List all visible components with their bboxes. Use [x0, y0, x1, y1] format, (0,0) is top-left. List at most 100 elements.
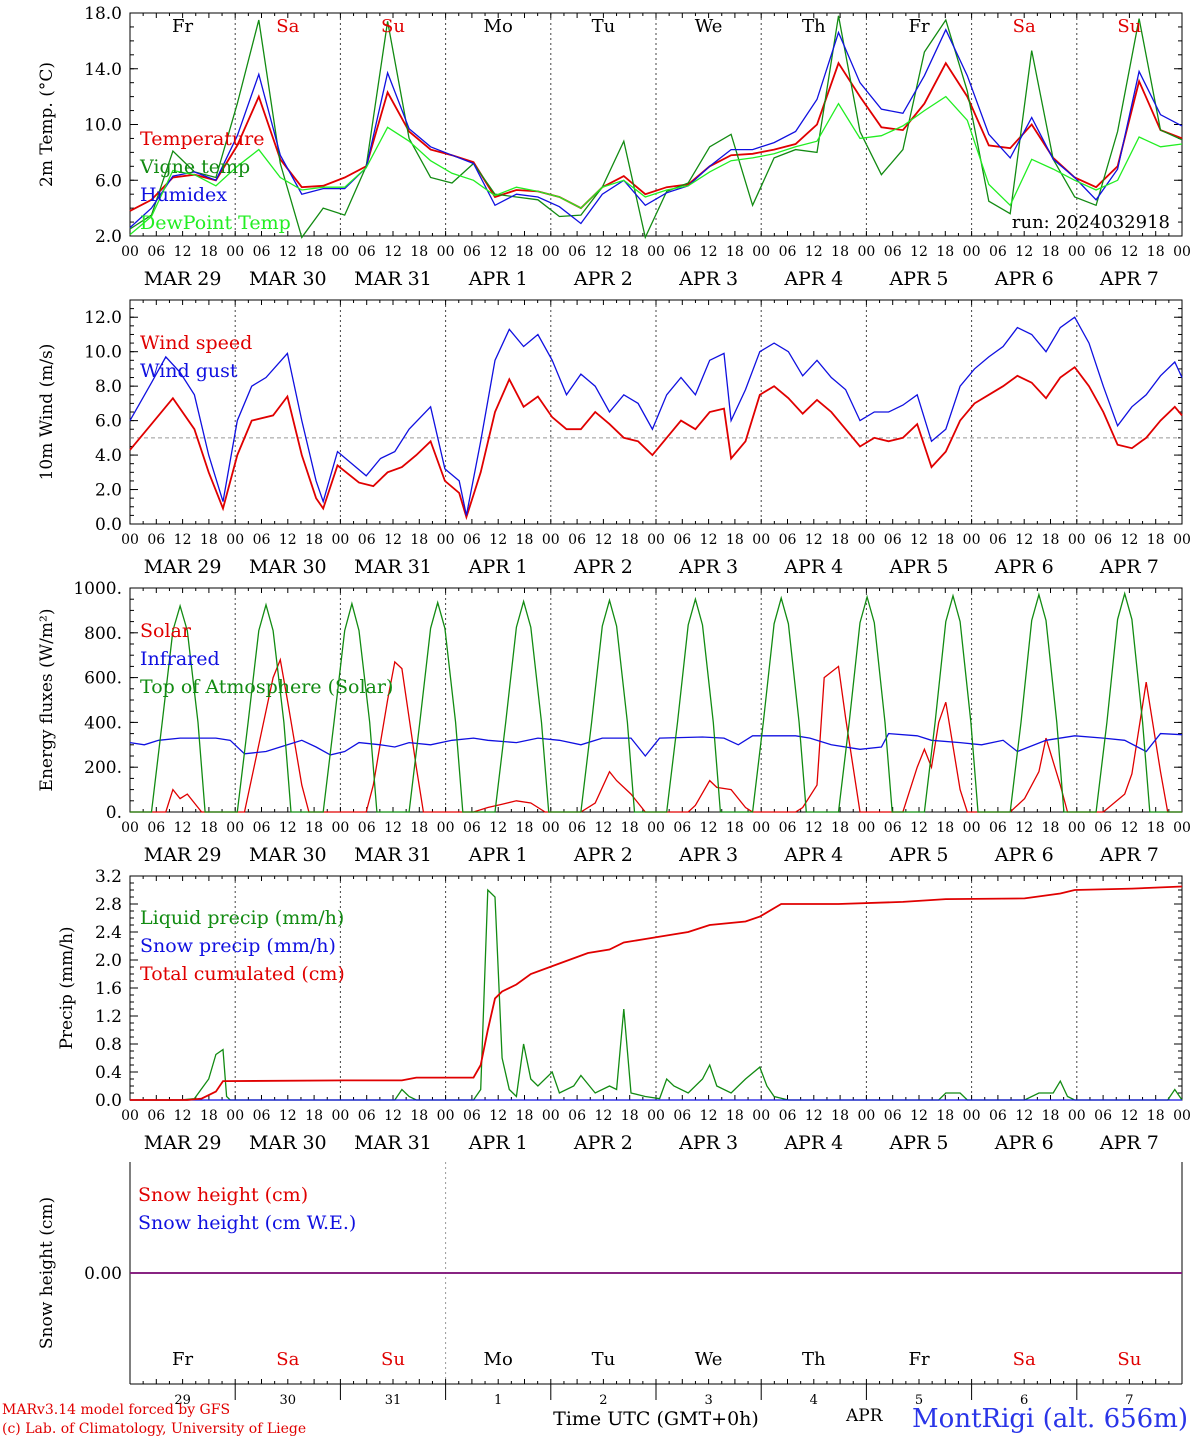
hour-label: 06	[568, 1108, 586, 1124]
y-tick-label: 400.	[84, 713, 122, 733]
hour-label: 18	[516, 1108, 534, 1124]
series-line-liquid-precip-mm-h-	[130, 888, 1183, 1101]
date-label: APR 7	[1099, 844, 1159, 866]
hour-label: 06	[673, 820, 691, 836]
weekday-label: We	[695, 16, 723, 37]
date-label: APR 4	[783, 844, 843, 866]
hour-label: 06	[884, 244, 902, 260]
hour-label: 12	[279, 244, 297, 260]
hour-label: 00	[437, 532, 455, 548]
date-label: APR 6	[994, 556, 1054, 578]
date-label: APR 3	[678, 844, 738, 866]
legend-entry: Snow height (cm)	[138, 1184, 308, 1206]
hour-label: 00	[331, 532, 349, 548]
hour-label: 12	[279, 1108, 297, 1124]
hour-label: 06	[147, 1108, 165, 1124]
hour-label: 00	[226, 1108, 244, 1124]
y-axis-label: 10m Wind (m/s)	[37, 344, 57, 481]
y-tick-label: 0.8	[95, 1035, 122, 1055]
hour-label: 12	[910, 1108, 928, 1124]
hour-label: 00	[437, 244, 455, 260]
hour-label: 12	[279, 820, 297, 836]
hour-label: 18	[621, 532, 639, 548]
y-tick-label: 14.0	[84, 60, 122, 80]
hour-label: 18	[410, 820, 428, 836]
hour-label: 06	[1094, 244, 1112, 260]
hour-label: 00	[857, 532, 875, 548]
hour-label: 06	[253, 244, 271, 260]
date-label: MAR 31	[354, 556, 432, 578]
y-tick-label: 0.00	[84, 1264, 122, 1284]
hour-label: 00	[1068, 244, 1086, 260]
hour-label: 00	[1068, 532, 1086, 548]
date-label: APR 3	[678, 1132, 738, 1154]
date-label: APR 5	[889, 1132, 949, 1154]
weekday-label: Su	[381, 1349, 405, 1370]
weekday-label: Fr	[172, 1349, 193, 1370]
hour-label: 00	[1173, 1108, 1191, 1124]
legend-entry: Total cumulated (cm)	[140, 963, 345, 985]
hour-label: 06	[358, 1108, 376, 1124]
hour-label: 00	[1068, 820, 1086, 836]
hour-label: 06	[989, 244, 1007, 260]
hour-label: 12	[489, 244, 507, 260]
hour-label: 06	[1094, 820, 1112, 836]
date-label: APR 5	[889, 556, 949, 578]
date-label: APR 7	[1099, 268, 1159, 290]
hour-label: 06	[884, 1108, 902, 1124]
hour-label: 12	[700, 1108, 718, 1124]
hour-label: 00	[542, 1108, 560, 1124]
hour-label: 06	[779, 532, 797, 548]
day-number-label: 5	[915, 1393, 923, 1408]
hour-label: 12	[174, 1108, 192, 1124]
hour-label: 12	[384, 820, 402, 836]
hour-label: 00	[857, 244, 875, 260]
legend-entry: Snow height (cm W.E.)	[138, 1212, 356, 1234]
hour-label: 00	[1173, 532, 1191, 548]
y-axis-label: Precip (mm/h)	[57, 926, 77, 1049]
hour-label: 18	[726, 244, 744, 260]
date-label: APR 3	[678, 556, 738, 578]
panel-temperature	[129, 12, 1183, 240]
hour-label: 12	[174, 244, 192, 260]
panel-snow	[129, 1162, 1183, 1400]
legend-entry: Humidex	[140, 184, 227, 206]
series-line-infrared	[129, 732, 1183, 758]
date-label: MAR 30	[249, 844, 327, 866]
hour-label: 18	[936, 532, 954, 548]
hour-label: 12	[805, 532, 823, 548]
hour-label: 06	[358, 820, 376, 836]
hour-label: 18	[1042, 244, 1060, 260]
hour-label: 00	[1173, 820, 1191, 836]
hour-label: 18	[305, 244, 323, 260]
hour-label: 12	[384, 1108, 402, 1124]
y-tick-label: 18.0	[84, 4, 122, 24]
day-number-label: 30	[280, 1393, 297, 1408]
day-number-label: 3	[704, 1393, 712, 1408]
date-label: APR 1	[468, 268, 528, 290]
weekday-label: Fr	[172, 16, 193, 37]
hour-label: 00	[857, 820, 875, 836]
y-tick-label: 0.4	[95, 1063, 122, 1083]
date-label: APR 4	[783, 1132, 843, 1154]
model-credit: MARv3.14 model forced by GFS	[2, 1402, 231, 1418]
hour-label: 00	[963, 532, 981, 548]
hour-label: 18	[410, 1108, 428, 1124]
y-tick-label: 0.	[106, 803, 122, 823]
hour-label: 18	[1042, 820, 1060, 836]
legend-entry: Infrared	[140, 648, 220, 670]
hour-label: 18	[726, 820, 744, 836]
hour-label: 00	[963, 1108, 981, 1124]
hour-label: 00	[331, 820, 349, 836]
series-line-vigne-temp	[129, 15, 1183, 240]
hour-label: 06	[779, 244, 797, 260]
hour-label: 06	[989, 1108, 1007, 1124]
y-tick-label: 0.0	[95, 1091, 122, 1111]
hour-label: 12	[489, 532, 507, 548]
date-label: MAR 30	[249, 556, 327, 578]
hour-label: 06	[884, 532, 902, 548]
hour-label: 12	[489, 820, 507, 836]
date-label: APR 5	[889, 844, 949, 866]
hour-label: 00	[963, 244, 981, 260]
